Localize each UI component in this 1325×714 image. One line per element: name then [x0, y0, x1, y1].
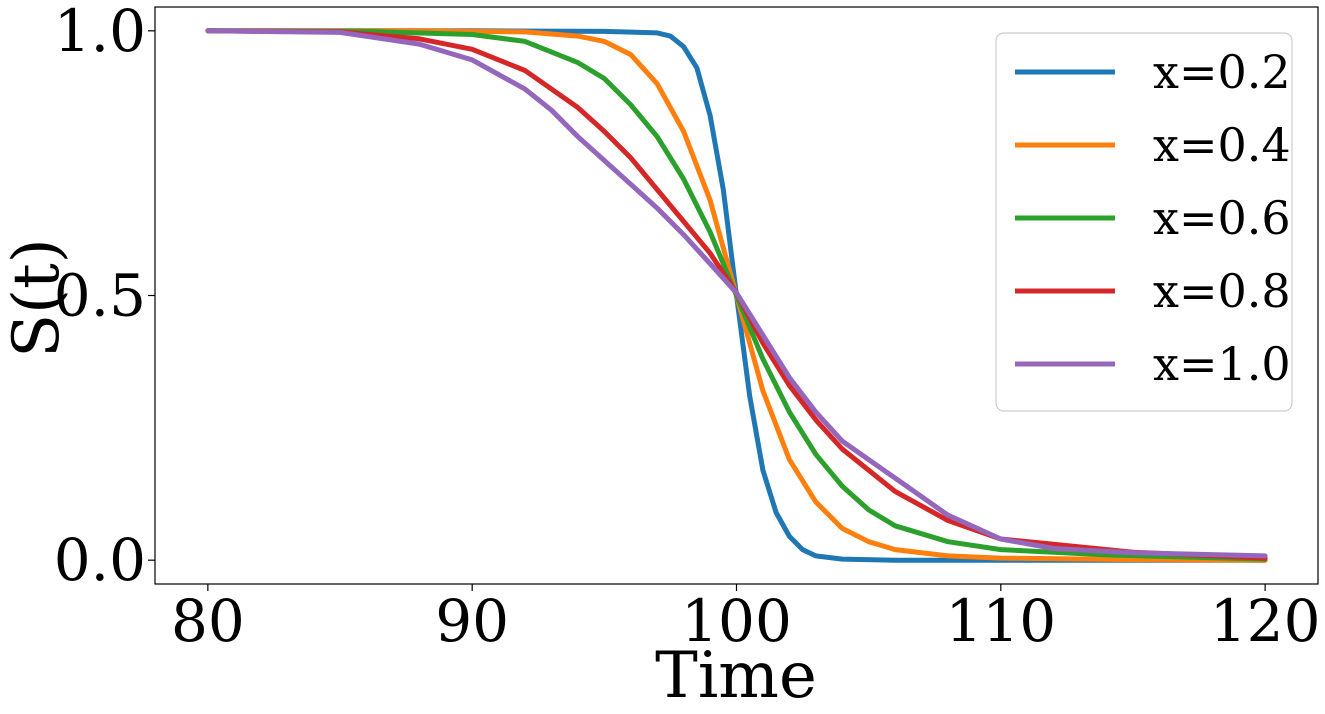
series-line-x-0-8: [205, 28, 1268, 561]
y-tick-label: 0.5: [54, 262, 146, 330]
y-tick-label: 1.0: [54, 0, 146, 65]
x-axis-title: Time: [655, 639, 817, 713]
legend-frame: [995, 32, 1293, 412]
legend-label: x=0.6: [1153, 191, 1291, 245]
series-line-x-0-4: [205, 28, 1268, 563]
x-tick-label: 120: [1210, 587, 1321, 655]
y-tick-label: 0.0: [54, 526, 146, 594]
x-tick-label: 100: [681, 587, 792, 655]
series-layer: [205, 28, 1268, 563]
series-line-x-0-2: [205, 28, 1268, 563]
legend-label: x=0.8: [1153, 264, 1291, 318]
x-tick-label: 110: [945, 587, 1056, 655]
series-line-x-1-0: [205, 28, 1268, 559]
x-tick-label: 80: [171, 587, 245, 655]
legend: x=0.2 x=0.4 x=0.6 x=0.8 x=1.0: [995, 32, 1293, 412]
x-tick-label: 90: [435, 587, 509, 655]
y-axis-title: S(t): [0, 238, 74, 358]
legend-label: x=0.2: [1153, 45, 1291, 99]
tick-layer: 80 90 100 110 120 0.0 0.5 1.0: [54, 0, 1321, 655]
legend-label: x=0.4: [1153, 118, 1291, 172]
legend-label: x=1.0: [1153, 337, 1291, 391]
